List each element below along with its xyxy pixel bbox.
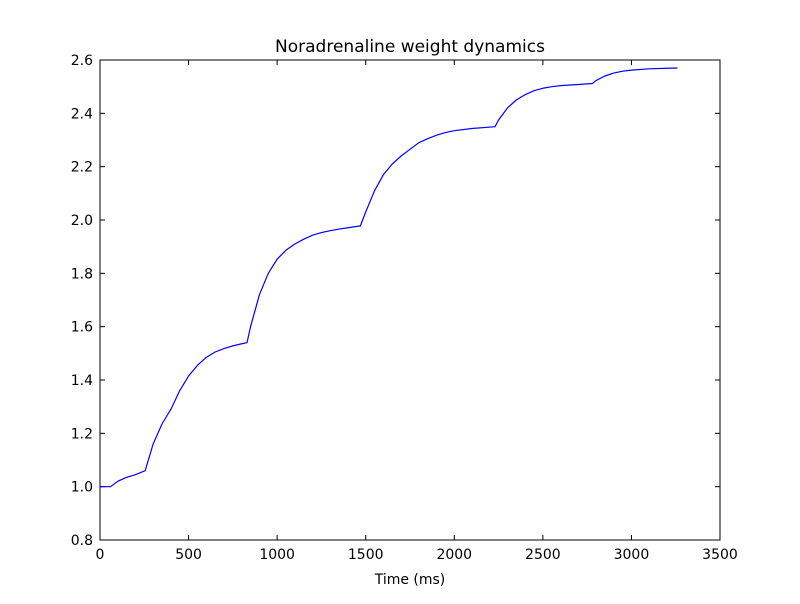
x-tick-label: 3500 <box>702 547 738 563</box>
y-tick-label: 2.6 <box>71 53 93 69</box>
x-tick-label: 1500 <box>348 547 384 563</box>
x-tick-label: 3000 <box>614 547 650 563</box>
x-tick-label: 2000 <box>436 547 472 563</box>
y-tick-label: 1.2 <box>71 426 93 442</box>
y-tick-label: 1.6 <box>71 320 93 336</box>
series-layer <box>100 67 678 488</box>
y-tick-label: 1.8 <box>71 266 93 282</box>
x-tick-label: 2500 <box>525 547 561 563</box>
y-tick-label: 0.8 <box>71 533 93 549</box>
ticks-layer: 0 500 1000 1500 2000 2500 3000 3500 0.8 1.0 1.2 1.4… <box>71 53 738 563</box>
chart-title: Noradrenaline weight dynamics <box>275 37 545 57</box>
y-tick-label: 2.2 <box>71 160 93 176</box>
x-tick-label: 0 <box>96 547 105 563</box>
y-tick-label: 2.4 <box>71 106 93 122</box>
x-tick-label: 1000 <box>259 547 295 563</box>
y-tick-label: 1.4 <box>71 373 93 389</box>
y-tick-label: 2.0 <box>71 213 93 229</box>
x-axis-label: Time (ms) <box>374 572 446 588</box>
series-line <box>100 67 678 488</box>
y-tick-label: 1.0 <box>71 480 93 496</box>
plot-frame <box>99 59 721 541</box>
x-tick-label: 500 <box>175 547 202 563</box>
